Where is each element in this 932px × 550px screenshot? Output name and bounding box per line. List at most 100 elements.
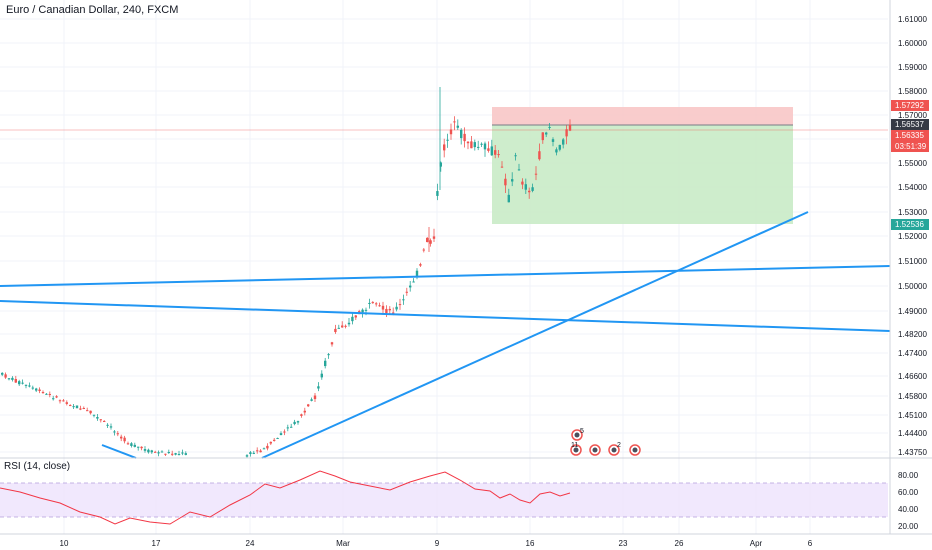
- price-tick-label: 1.52000: [898, 232, 927, 241]
- candle: [48, 391, 51, 398]
- candle: [45, 392, 48, 395]
- candle: [82, 406, 85, 410]
- candle: [116, 431, 119, 437]
- candle: [120, 434, 123, 442]
- price-badge-text: 03:51:39: [895, 142, 927, 151]
- candle: [109, 423, 113, 430]
- rsi-tick-label: 60.00: [898, 488, 919, 497]
- candle: [103, 420, 106, 423]
- candle: [283, 429, 286, 436]
- candle: [72, 404, 75, 409]
- candle: [436, 183, 439, 201]
- candle: [296, 420, 300, 425]
- rsi-indicator-label[interactable]: RSI (14, close): [4, 461, 71, 472]
- candle: [41, 390, 45, 394]
- candle: [35, 387, 38, 393]
- candle: [354, 314, 357, 320]
- event-flag-icon[interactable]: [589, 444, 601, 456]
- candle: [409, 281, 412, 292]
- price-badge: [891, 119, 929, 130]
- rsi-tick-label: 20.00: [898, 522, 919, 531]
- event-badges[interactable]: 511 2: [570, 428, 641, 456]
- candle: [21, 379, 24, 385]
- candle: [562, 138, 565, 149]
- stop-loss-zone[interactable]: [492, 107, 793, 125]
- candle: [439, 161, 442, 172]
- candle: [52, 395, 55, 401]
- candle: [426, 236, 429, 243]
- candle: [327, 353, 330, 359]
- trendline-short[interactable]: [101, 444, 137, 459]
- trendline-upper-horizontal[interactable]: [0, 265, 891, 287]
- rsi-axis[interactable]: 80.00 60.00 40.00 20.00: [898, 471, 919, 531]
- candle: [456, 119, 459, 130]
- candle: [174, 452, 177, 456]
- rsi-tick-label: 80.00: [898, 471, 919, 480]
- price-badge: [891, 130, 929, 141]
- candle: [453, 116, 456, 131]
- price-tick-label: 1.61000: [898, 15, 927, 24]
- candle: [504, 173, 507, 194]
- trendline-descending[interactable]: [0, 300, 891, 332]
- candle: [249, 451, 252, 457]
- candle: [395, 302, 398, 312]
- candle: [524, 178, 527, 194]
- candle: [517, 163, 521, 171]
- time-tick-label: 10: [60, 539, 69, 548]
- candle: [429, 238, 432, 247]
- candle: [534, 166, 538, 181]
- candle: [269, 441, 272, 446]
- time-tick-label: 24: [246, 539, 255, 548]
- candle: [320, 370, 323, 380]
- candle: [307, 403, 310, 408]
- trendline-ascending[interactable]: [261, 211, 809, 459]
- candle: [290, 423, 293, 428]
- candle: [334, 324, 337, 334]
- candle: [541, 132, 544, 144]
- rsi-line: [0, 470, 571, 525]
- candle: [337, 324, 340, 329]
- candle: [402, 294, 405, 305]
- event-flag-icon[interactable]: [629, 444, 641, 456]
- candle: [432, 228, 436, 243]
- time-tick-label: Mar: [336, 539, 350, 548]
- price-tick-label: 1.57000: [898, 111, 927, 120]
- candle: [500, 161, 504, 168]
- candle: [160, 450, 164, 453]
- event-flag-icon[interactable]: [570, 444, 582, 456]
- candle: [521, 178, 524, 190]
- candle: [4, 372, 7, 379]
- candle: [150, 449, 153, 454]
- candle: [137, 446, 140, 451]
- candle: [497, 149, 500, 158]
- price-axis[interactable]: 1.610001.600001.590001.580001.570001.560…: [898, 15, 927, 457]
- candle: [470, 136, 473, 149]
- time-tick-label: 26: [675, 539, 684, 548]
- candle: [347, 317, 351, 327]
- take-profit-zone[interactable]: [492, 125, 793, 224]
- candle: [303, 407, 306, 416]
- candle: [449, 123, 453, 140]
- candle: [381, 301, 385, 314]
- candle: [565, 125, 568, 145]
- candle: [443, 138, 446, 158]
- candle: [548, 123, 551, 130]
- candle: [130, 442, 133, 448]
- price-tick-label: 1.46600: [898, 372, 927, 381]
- candle: [89, 410, 92, 415]
- time-axis[interactable]: 10 17 24 Mar 9 16 23 26 Apr 6: [60, 539, 813, 548]
- price-badge: [891, 100, 929, 111]
- candle: [375, 302, 378, 307]
- candle: [140, 446, 143, 451]
- event-flag-icon[interactable]: [571, 429, 583, 441]
- candle: [371, 301, 374, 304]
- candle: [480, 142, 483, 148]
- price-badge: [891, 141, 929, 152]
- event-flag-icon[interactable]: [608, 444, 620, 456]
- candle: [446, 133, 449, 148]
- candle: [75, 405, 79, 409]
- candle: [28, 382, 31, 388]
- candle: [266, 443, 269, 451]
- candle: [558, 144, 561, 152]
